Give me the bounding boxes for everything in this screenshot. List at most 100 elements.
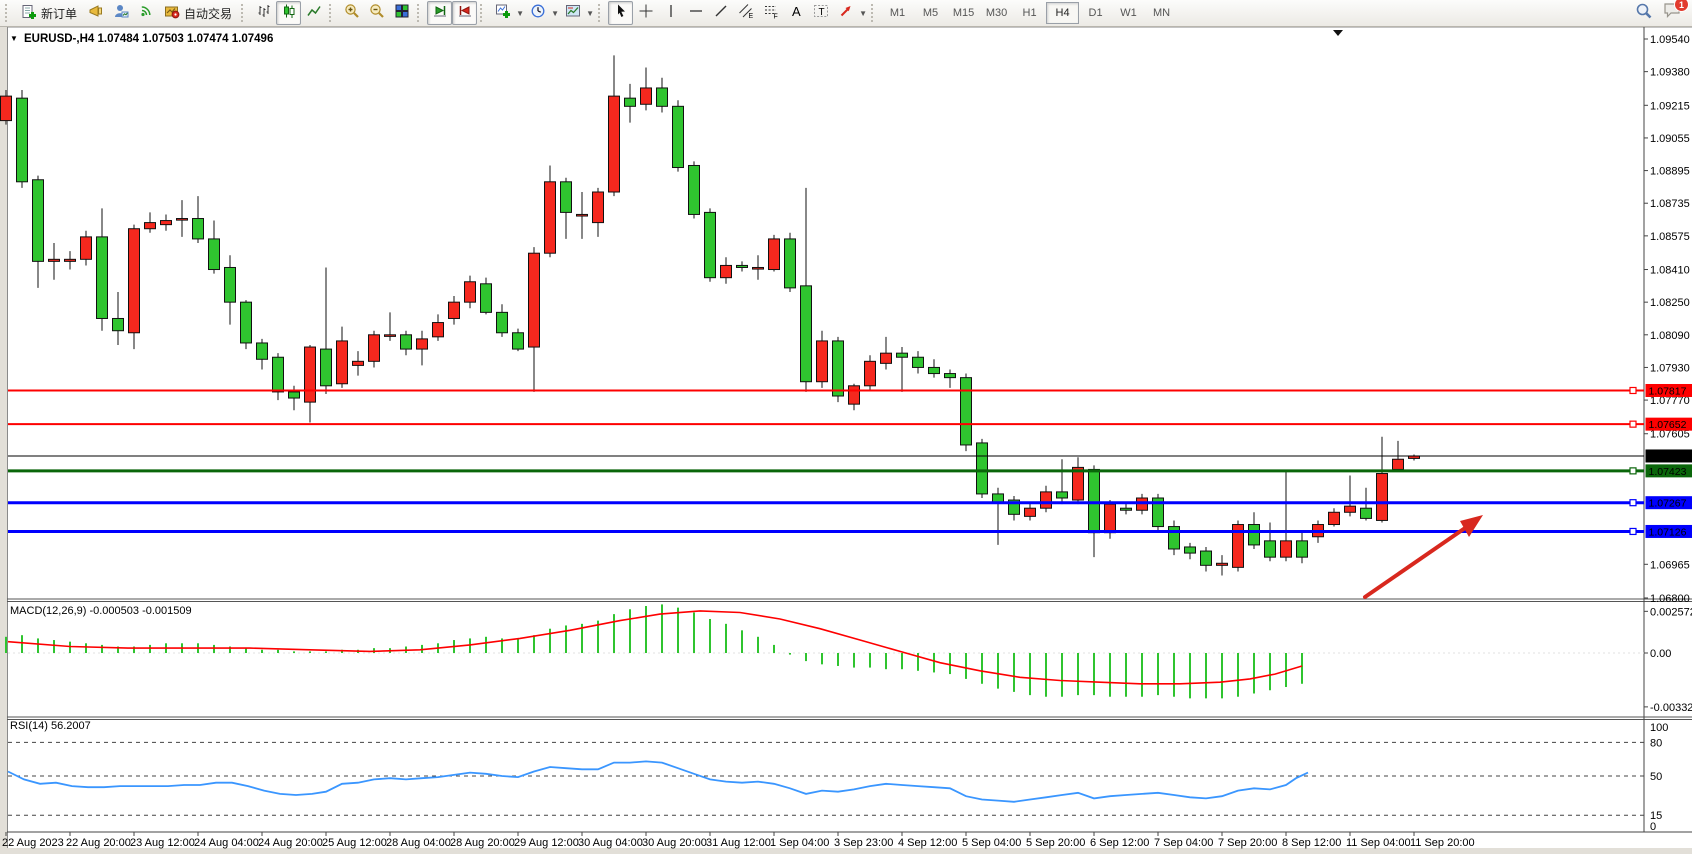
candle bbox=[1297, 541, 1308, 557]
signals-button[interactable] bbox=[133, 1, 158, 25]
candle bbox=[465, 282, 476, 302]
timeframe-button-m15[interactable]: M15 bbox=[947, 2, 980, 24]
timeframe-button-h4[interactable]: H4 bbox=[1046, 2, 1079, 24]
candle bbox=[321, 349, 332, 386]
timeframe-button-m1[interactable]: M1 bbox=[881, 2, 914, 24]
time-tick-label: 22 Aug 20:00 bbox=[66, 837, 131, 849]
bar-chart-button[interactable] bbox=[251, 1, 276, 25]
periods-button[interactable] bbox=[525, 1, 550, 25]
text-button[interactable]: A bbox=[783, 1, 808, 25]
candle bbox=[1281, 541, 1292, 557]
candle bbox=[273, 357, 284, 392]
chart-shift-button[interactable] bbox=[452, 1, 477, 25]
macd-label: MACD(12,26,9) -0.000503 -0.001509 bbox=[10, 605, 192, 617]
candle bbox=[449, 302, 460, 318]
signals-icon bbox=[138, 3, 154, 24]
candle bbox=[993, 494, 1004, 502]
indicators-dropdown-arrow[interactable]: ▼ bbox=[515, 2, 525, 24]
crosshair-button[interactable] bbox=[633, 1, 658, 25]
candle bbox=[1377, 474, 1388, 521]
chart-shift-marker[interactable] bbox=[1333, 30, 1343, 36]
trendline-button[interactable] bbox=[708, 1, 733, 25]
trendline-icon bbox=[713, 3, 729, 24]
toolbar-grip[interactable] bbox=[329, 4, 335, 22]
annotation-arrow[interactable] bbox=[1365, 526, 1468, 597]
fibonacci-button[interactable]: F bbox=[758, 1, 783, 25]
price-line-badge-label: 1.07817 bbox=[1649, 385, 1687, 397]
chat-badge: 1 bbox=[1674, 0, 1689, 12]
zoom-out-button[interactable] bbox=[364, 1, 389, 25]
price-tick-label: 1.09380 bbox=[1650, 67, 1690, 79]
time-tick-label: 7 Sep 04:00 bbox=[1154, 837, 1213, 849]
line-anchor-marker[interactable] bbox=[1630, 421, 1636, 427]
new-order-icon bbox=[21, 4, 37, 23]
line-anchor-marker[interactable] bbox=[1630, 500, 1636, 506]
chart-shift-icon bbox=[457, 3, 473, 24]
new-order-button[interactable]: 新订单 bbox=[15, 1, 83, 25]
timeframe-button-m30[interactable]: M30 bbox=[980, 2, 1013, 24]
label-button[interactable]: T bbox=[808, 1, 833, 25]
tile-windows-button[interactable] bbox=[389, 1, 414, 25]
templates-button[interactable] bbox=[560, 1, 585, 25]
toolbar-grip[interactable] bbox=[598, 4, 604, 22]
toolbar-grip[interactable] bbox=[417, 4, 423, 22]
price-tick-label: 1.06800 bbox=[1650, 593, 1690, 605]
chat-button[interactable]: 1 bbox=[1663, 2, 1682, 24]
publish-button[interactable] bbox=[83, 1, 108, 25]
timeframe-button-d1[interactable]: D1 bbox=[1079, 2, 1112, 24]
tile-windows-icon bbox=[394, 3, 410, 24]
line-anchor-marker[interactable] bbox=[1630, 468, 1636, 474]
timeframe-button-w1[interactable]: W1 bbox=[1112, 2, 1145, 24]
periods-dropdown-arrow[interactable]: ▼ bbox=[550, 2, 560, 24]
hline-button[interactable] bbox=[683, 1, 708, 25]
candle bbox=[769, 239, 780, 270]
candle bbox=[609, 96, 620, 192]
candle bbox=[961, 378, 972, 445]
timeframe-button-h1[interactable]: H1 bbox=[1013, 2, 1046, 24]
indicators-button[interactable] bbox=[490, 1, 515, 25]
templates-dropdown-arrow[interactable]: ▼ bbox=[585, 2, 595, 24]
label-icon: T bbox=[813, 3, 829, 24]
time-tick-label: 5 Sep 20:00 bbox=[1026, 837, 1085, 849]
arrows-button[interactable] bbox=[833, 1, 858, 25]
rsi-tick-label: 50 bbox=[1650, 771, 1662, 783]
price-tick-label: 1.09055 bbox=[1650, 133, 1690, 145]
candle bbox=[1105, 504, 1116, 533]
time-tick-label: 1 Sep 04:00 bbox=[770, 837, 829, 849]
macd-tick-label: -0.003326 bbox=[1650, 702, 1692, 714]
search-icon[interactable] bbox=[1635, 2, 1653, 25]
annotation-arrow-head[interactable] bbox=[1460, 515, 1483, 537]
line-chart-button[interactable] bbox=[301, 1, 326, 25]
timeframe-button-mn[interactable]: MN bbox=[1145, 2, 1178, 24]
price-tick-label: 1.09215 bbox=[1650, 100, 1690, 112]
price-tick-label: 1.08090 bbox=[1650, 330, 1690, 342]
zoom-in-button[interactable] bbox=[339, 1, 364, 25]
toolbar-grip[interactable] bbox=[480, 4, 486, 22]
auto-trading-button[interactable]: 自动交易 bbox=[158, 1, 238, 25]
toolbar-grip[interactable] bbox=[871, 4, 877, 22]
line-anchor-marker[interactable] bbox=[1630, 528, 1636, 534]
candle bbox=[577, 214, 588, 216]
cursor-button[interactable] bbox=[608, 1, 633, 25]
toolbar-grip[interactable] bbox=[5, 4, 11, 22]
toolbar-grip[interactable] bbox=[241, 4, 247, 22]
arrows-dropdown-arrow[interactable]: ▼ bbox=[858, 2, 868, 24]
timeframe-button-m5[interactable]: M5 bbox=[914, 2, 947, 24]
rsi-tick-label: 100 bbox=[1650, 722, 1668, 734]
chart-canvas[interactable]: 1.095401.093801.092151.090551.088951.087… bbox=[0, 26, 1692, 854]
candle bbox=[689, 165, 700, 214]
candle bbox=[545, 182, 556, 253]
channel-button[interactable]: E bbox=[733, 1, 758, 25]
svg-text:A: A bbox=[792, 4, 801, 19]
candle bbox=[673, 106, 684, 167]
candle bbox=[353, 361, 364, 365]
community-button[interactable] bbox=[108, 1, 133, 25]
line-anchor-marker[interactable] bbox=[1630, 387, 1636, 393]
candlestick-button[interactable] bbox=[276, 1, 301, 25]
time-tick-label: 22 Aug 2023 bbox=[2, 837, 64, 849]
auto-scroll-button[interactable] bbox=[427, 1, 452, 25]
candle bbox=[385, 335, 396, 337]
vline-button[interactable] bbox=[658, 1, 683, 25]
